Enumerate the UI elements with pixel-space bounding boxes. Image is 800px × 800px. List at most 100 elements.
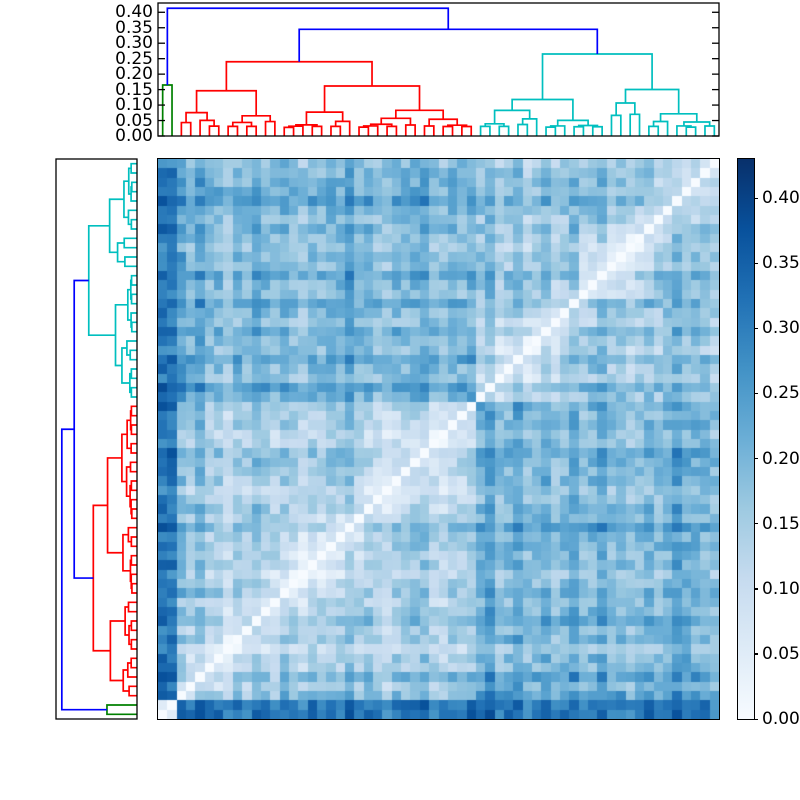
dendrogram-link [127, 167, 132, 195]
dendrogram-link [541, 53, 653, 100]
dendrogram-link [442, 125, 454, 136]
dendrogram-link [334, 120, 351, 136]
dendrogram-link [195, 89, 258, 116]
dendrogram-link [305, 111, 344, 125]
dendrogram-link [109, 620, 126, 682]
dendrogram-link [358, 126, 370, 136]
colorbar-tick [754, 262, 758, 264]
colorbar-tick [754, 718, 758, 720]
dendrogram-link [130, 508, 137, 520]
dendrogram-link [283, 126, 295, 136]
dendrogram-link [428, 118, 459, 127]
dendrogram-link [311, 125, 323, 136]
dendrogram-link [199, 119, 215, 136]
dendrogram-link [704, 125, 716, 136]
dendrogram-axis-tick-label: 0.05 [115, 110, 153, 131]
dendrogram-link [130, 620, 137, 632]
dendrogram-link [106, 704, 137, 716]
dendrogram-link [128, 685, 137, 697]
axes-frame [55, 158, 138, 720]
dendrogram-link [573, 125, 585, 136]
dendrogram-link [330, 125, 342, 136]
dendrogram-link [130, 181, 137, 193]
dendrogram-link [386, 125, 398, 136]
colorbar-tick-label: 0.40 [762, 188, 800, 209]
dendrogram-link [556, 119, 589, 126]
dendrogram-link [122, 669, 130, 692]
dendrogram-link [122, 533, 131, 572]
dendrogram-link [106, 457, 123, 554]
dendrogram-link [610, 114, 622, 136]
dendrogram-link [130, 162, 137, 174]
colorbar-tick-label: 0.25 [762, 383, 800, 404]
dendrogram-link [423, 125, 435, 136]
dendrogram-link [685, 126, 697, 136]
dendrogram-link [461, 125, 473, 136]
dendrogram-axis-tick-label: 0.00 [115, 126, 153, 146]
colorbar-tick-label: 0.05 [762, 643, 800, 664]
colorbar-tick [754, 197, 758, 199]
dendrogram-link [652, 120, 669, 136]
dendrogram-link [116, 242, 125, 263]
dendrogram-link [114, 303, 128, 367]
dendrogram-axis-tick-label: 0.15 [115, 79, 153, 100]
dendrogram-link [87, 224, 116, 337]
dendrogram-link [517, 123, 529, 136]
dendrogram-link [126, 419, 132, 450]
dendrogram-link [130, 442, 137, 454]
dendrogram-link [130, 218, 137, 230]
dendrogram-link [231, 121, 253, 127]
dendrogram-link [511, 98, 574, 121]
dendrogram-link [241, 114, 272, 123]
dendrogram-link [130, 424, 137, 436]
colorbar-tick-label: 0.30 [762, 318, 800, 339]
colorbar-tick [754, 458, 758, 460]
dendrogram-axis-tick-label: 0.25 [115, 48, 153, 69]
dendrogram-link [108, 198, 124, 254]
dendrogram-link [130, 321, 137, 333]
dendrogram-link [683, 121, 711, 127]
dendrogram-link [648, 125, 660, 136]
dendrogram-link [493, 109, 531, 124]
dendrogram-link [498, 125, 510, 136]
dendrogram-link [130, 554, 137, 566]
dendrogram-link [130, 480, 137, 492]
dendrogram-link [323, 85, 421, 113]
dendrogram-link [126, 662, 137, 678]
dendrogram-link [126, 288, 132, 321]
dendrogram-link [521, 118, 538, 136]
colorbar-tick-label: 0.10 [762, 578, 800, 599]
dendrogram-link [629, 113, 641, 136]
dendrogram-link [659, 112, 698, 122]
colorbar-tick [754, 653, 758, 655]
colorbar-tick [754, 588, 758, 590]
dendrogram-link [73, 279, 94, 579]
dendrogram-link [264, 120, 276, 136]
dendrogram-link [180, 121, 192, 136]
distance-matrix-heatmap [158, 159, 719, 719]
dendrogram-link [298, 28, 599, 62]
dendrogram-link [124, 606, 130, 636]
distance-matrix-panel [157, 158, 720, 720]
colorbar-gradient [737, 158, 755, 720]
colorbar-tick-label: 0.00 [762, 709, 800, 729]
dendrogram-axis-tick-label: 0.35 [115, 17, 153, 38]
top-dendrogram-axis-ticks [158, 11, 719, 137]
dendrogram-axis-tick-label: 0.20 [115, 64, 153, 85]
dendrogram-link [380, 117, 412, 125]
dendrogram-link [130, 386, 137, 398]
dendrogram-link [394, 109, 445, 120]
colorbar-tick [754, 523, 758, 525]
dendrogram-link [545, 126, 557, 136]
dendrogram-link [126, 340, 137, 356]
dendrogram-link [60, 428, 107, 711]
top-dendrogram [161, 7, 716, 136]
dendrogram-link [128, 624, 132, 646]
dendrogram-link [121, 433, 128, 483]
dendrogram-link [624, 88, 680, 114]
dendrogram-link [127, 526, 137, 543]
dendrogram-link [208, 125, 220, 136]
dendrogram-link [615, 102, 636, 116]
dendrogram-link [125, 466, 131, 498]
colorbar-tick-label: 0.15 [762, 513, 800, 534]
